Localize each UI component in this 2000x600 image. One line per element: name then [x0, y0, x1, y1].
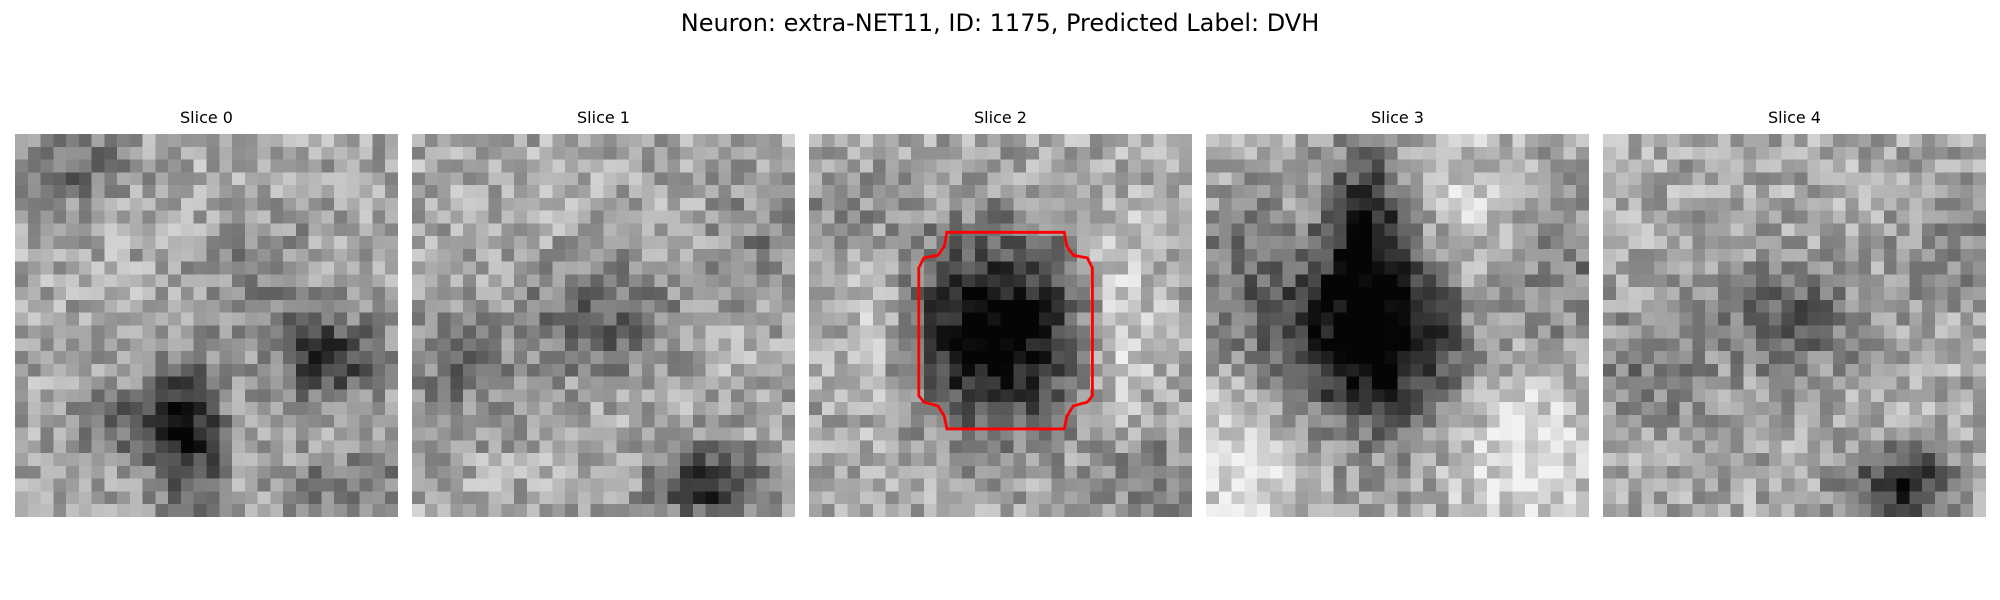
slice-pixels-0 [15, 134, 398, 517]
slice-title-1: Slice 1 [577, 108, 630, 127]
slice-panel-2: Slice 2 [809, 108, 1192, 517]
slice-panel-1: Slice 1 [412, 108, 795, 517]
slice-title-4: Slice 4 [1768, 108, 1821, 127]
slice-image-3 [1206, 134, 1589, 517]
slice-panel-3: Slice 3 [1206, 108, 1589, 517]
slice-pixels-3 [1206, 134, 1589, 517]
slice-image-1 [412, 134, 795, 517]
slice-image-0 [15, 134, 398, 517]
slice-image-4 [1603, 134, 1986, 517]
slice-title-2: Slice 2 [974, 108, 1027, 127]
slice-pixels-1 [412, 134, 795, 517]
figure-title: Neuron: extra-NET11, ID: 1175, Predicted… [680, 9, 1320, 37]
slice-pixels-4 [1603, 134, 1986, 517]
slice-title-0: Slice 0 [180, 108, 233, 127]
slice-title-3: Slice 3 [1371, 108, 1424, 127]
slice-image-2 [809, 134, 1192, 517]
slice-panel-4: Slice 4 [1603, 108, 1986, 517]
segmentation-outline [917, 230, 1094, 431]
slice-pixels-2 [809, 134, 1192, 517]
slice-panel-0: Slice 0 [15, 108, 398, 517]
